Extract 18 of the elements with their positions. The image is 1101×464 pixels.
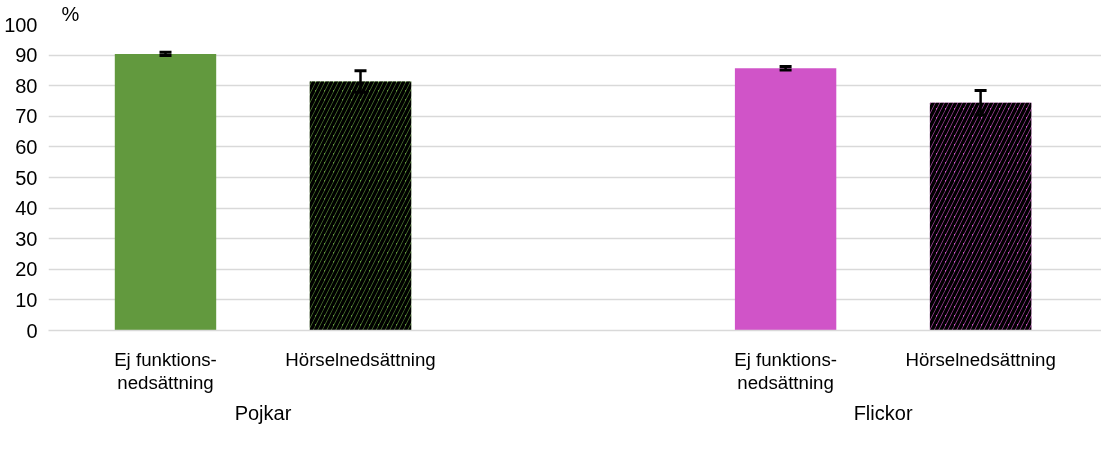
y-tick-label: 60 — [15, 135, 38, 158]
y-tick-label: 70 — [15, 105, 38, 128]
y-tick-label: 10 — [15, 288, 38, 311]
y-tick-label: 80 — [15, 74, 38, 97]
x-tick-label: Hörselnedsättning — [905, 348, 1056, 370]
text: Pojkar — [234, 401, 292, 424]
y-tick-label: 0 — [26, 319, 38, 342]
y-tick-label: 40 — [15, 197, 38, 220]
text: Flickor — [853, 401, 913, 424]
x-tick-label: Hörselnedsättning — [285, 348, 436, 370]
y-tick-label: 30 — [15, 227, 38, 250]
y-tick-label: 90 — [15, 44, 38, 67]
y-tick-label: 100 — [4, 13, 38, 36]
x-tick-label: Ej funktions- nedsättning — [734, 348, 837, 393]
y-tick-label: 50 — [15, 166, 38, 189]
x-tick-label: Ej funktions- nedsättning — [114, 348, 217, 393]
y-tick-label: 20 — [15, 258, 38, 281]
y-axis-title: % — [61, 2, 80, 25]
